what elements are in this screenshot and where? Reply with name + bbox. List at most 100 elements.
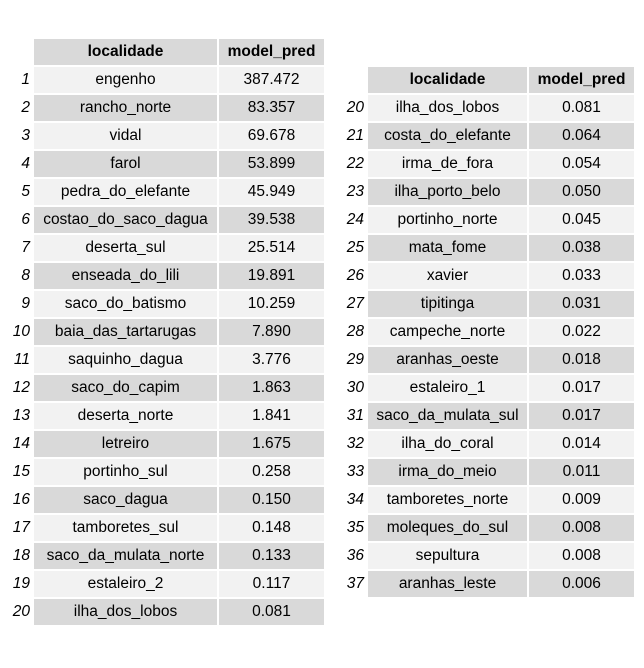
row-index: 24 — [346, 211, 364, 228]
cell-model-pred: 3.776 — [219, 347, 324, 373]
cell-localidade: saco_dagua — [34, 487, 217, 513]
cell-model-pred: 83.357 — [219, 95, 324, 121]
row-index: 13 — [12, 407, 30, 424]
cell-model-pred: 0.017 — [529, 375, 634, 401]
cell-localidade: deserta_norte — [34, 403, 217, 429]
table-row: 3 vidal 69.678 — [10, 123, 324, 149]
cell-localidade: letreiro — [34, 431, 217, 457]
cell-model-pred: 10.259 — [219, 291, 324, 317]
cell-localidade: ilha_porto_belo — [368, 179, 527, 205]
cell-localidade: campeche_norte — [368, 319, 527, 345]
cell-model-pred: 25.514 — [219, 235, 324, 261]
row-index: 16 — [12, 491, 30, 508]
row-index: 15 — [12, 463, 30, 480]
row-index: 12 — [12, 379, 30, 396]
row-index: 28 — [346, 323, 364, 340]
cell-localidade: irma_de_fora — [368, 151, 527, 177]
cell-model-pred: 0.008 — [529, 515, 634, 541]
cell-localidade: saco_da_mulata_norte — [34, 543, 217, 569]
table-left: localidade model_pred 1 engenho 387.472 2 ra… — [8, 37, 326, 627]
table-row: 12 saco_do_capim 1.863 — [10, 375, 324, 401]
cell-localidade: farol — [34, 151, 217, 177]
cell-model-pred: 0.018 — [529, 347, 634, 373]
cell-model-pred: 387.472 — [219, 67, 324, 93]
row-index: 20 — [12, 603, 30, 620]
table-row: 26 xavier 0.033 — [344, 263, 634, 289]
cell-model-pred: 0.148 — [219, 515, 324, 541]
cell-model-pred: 1.841 — [219, 403, 324, 429]
row-index: 11 — [13, 351, 30, 368]
cell-model-pred: 0.038 — [529, 235, 634, 261]
cell-localidade: pedra_do_elefante — [34, 179, 217, 205]
cell-localidade: aranhas_oeste — [368, 347, 527, 373]
row-index: 21 — [346, 127, 364, 144]
row-index: 36 — [346, 547, 364, 564]
column-header-localidade: localidade — [368, 67, 527, 93]
cell-model-pred: 1.863 — [219, 375, 324, 401]
index-header — [10, 39, 32, 65]
table-row: 17 tamboretes_sul 0.148 — [10, 515, 324, 541]
row-index: 29 — [346, 351, 364, 368]
row-index: 19 — [12, 575, 30, 592]
cell-localidade: irma_do_meio — [368, 459, 527, 485]
cell-model-pred: 0.006 — [529, 571, 634, 597]
row-index: 1 — [21, 71, 30, 88]
cell-localidade: portinho_norte — [368, 207, 527, 233]
cell-model-pred: 0.008 — [529, 543, 634, 569]
cell-localidade: moleques_do_sul — [368, 515, 527, 541]
table-row: 29 aranhas_oeste 0.018 — [344, 347, 634, 373]
cell-model-pred: 0.050 — [529, 179, 634, 205]
cell-model-pred: 0.064 — [529, 123, 634, 149]
row-index: 14 — [12, 435, 30, 452]
row-index: 32 — [346, 435, 364, 452]
cell-localidade: mata_fome — [368, 235, 527, 261]
cell-model-pred: 0.081 — [219, 599, 324, 625]
cell-localidade: engenho — [34, 67, 217, 93]
cell-model-pred: 0.081 — [529, 95, 634, 121]
table-row: 21 costa_do_elefante 0.064 — [344, 123, 634, 149]
cell-localidade: portinho_sul — [34, 459, 217, 485]
table-row: 37 aranhas_leste 0.006 — [344, 571, 634, 597]
cell-localidade: saco_do_batismo — [34, 291, 217, 317]
row-index: 23 — [346, 183, 364, 200]
row-index: 22 — [346, 155, 364, 172]
cell-localidade: tamboretes_norte — [368, 487, 527, 513]
cell-model-pred: 69.678 — [219, 123, 324, 149]
cell-localidade: rancho_norte — [34, 95, 217, 121]
cell-localidade: ilha_dos_lobos — [34, 599, 217, 625]
row-index: 31 — [346, 407, 364, 424]
row-index: 6 — [21, 211, 30, 228]
table-row: 25 mata_fome 0.038 — [344, 235, 634, 261]
cell-localidade: costao_do_saco_dagua — [34, 207, 217, 233]
cell-model-pred: 53.899 — [219, 151, 324, 177]
cell-model-pred: 0.014 — [529, 431, 634, 457]
row-index: 26 — [346, 267, 364, 284]
table-header-row: localidade model_pred — [344, 67, 634, 93]
table-row: 34 tamboretes_norte 0.009 — [344, 487, 634, 513]
table-row: 2 rancho_norte 83.357 — [10, 95, 324, 121]
cell-localidade: costa_do_elefante — [368, 123, 527, 149]
cell-localidade: xavier — [368, 263, 527, 289]
table-row: 10 baia_das_tartarugas 7.890 — [10, 319, 324, 345]
row-index: 7 — [21, 239, 30, 256]
column-header-model-pred: model_pred — [219, 39, 324, 65]
table-row: 11 saquinho_dagua 3.776 — [10, 347, 324, 373]
table-row: 23 ilha_porto_belo 0.050 — [344, 179, 634, 205]
row-index: 25 — [346, 239, 364, 256]
cell-localidade: saquinho_dagua — [34, 347, 217, 373]
cell-localidade: enseada_do_lili — [34, 263, 217, 289]
table-row: 32 ilha_do_coral 0.014 — [344, 431, 634, 457]
cell-localidade: vidal — [34, 123, 217, 149]
cell-model-pred: 0.045 — [529, 207, 634, 233]
row-index: 4 — [21, 155, 30, 172]
cell-localidade: aranhas_leste — [368, 571, 527, 597]
cell-model-pred: 0.117 — [219, 571, 324, 597]
table-row: 28 campeche_norte 0.022 — [344, 319, 634, 345]
cell-model-pred: 0.017 — [529, 403, 634, 429]
table-row: 31 saco_da_mulata_sul 0.017 — [344, 403, 634, 429]
cell-model-pred: 0.009 — [529, 487, 634, 513]
cell-model-pred: 0.031 — [529, 291, 634, 317]
row-index: 2 — [21, 99, 30, 116]
table-row: 6 costao_do_saco_dagua 39.538 — [10, 207, 324, 233]
table-row: 9 saco_do_batismo 10.259 — [10, 291, 324, 317]
